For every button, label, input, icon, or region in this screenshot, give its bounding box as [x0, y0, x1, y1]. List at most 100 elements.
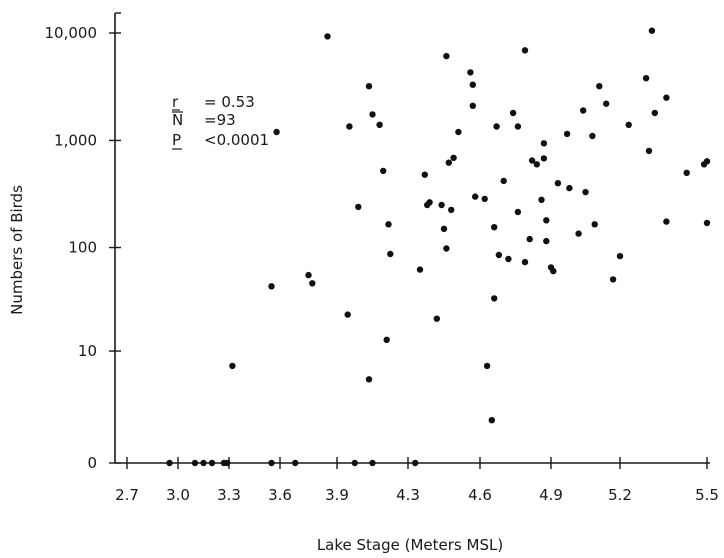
data-point: [596, 83, 603, 90]
data-point: [540, 140, 548, 147]
data-point: [625, 121, 632, 128]
data-point: [543, 237, 550, 245]
x-tick-label: 3.0: [166, 486, 190, 504]
data-point: [268, 459, 275, 467]
data-point: [412, 459, 419, 467]
data-point: [305, 271, 312, 279]
data-point: [369, 459, 376, 467]
data-point: [421, 171, 428, 178]
data-point: [683, 169, 690, 176]
data-point: [268, 283, 275, 290]
data-point: [224, 459, 231, 467]
data-points: [166, 27, 711, 467]
data-point: [344, 311, 351, 318]
data-point: [166, 459, 173, 467]
data-point: [491, 224, 498, 231]
stat-value: = 0.53: [204, 93, 255, 111]
x-tick-label: 3.6: [268, 486, 292, 504]
data-point: [591, 221, 598, 228]
data-point: [514, 208, 522, 216]
data-point: [616, 252, 624, 260]
stat-symbol: P: [172, 131, 181, 149]
x-tick-label: 4.9: [539, 486, 563, 504]
data-point: [369, 111, 376, 118]
data-point: [481, 195, 488, 203]
data-point: [309, 280, 316, 287]
data-point: [483, 362, 491, 370]
data-point: [292, 459, 299, 467]
x-tick-label: 4.6: [468, 486, 492, 504]
data-point: [703, 219, 711, 227]
data-point: [509, 109, 517, 117]
data-point: [528, 157, 536, 164]
data-point: [467, 69, 474, 76]
data-point: [200, 459, 207, 467]
data-point: [538, 196, 545, 203]
data-point: [443, 245, 450, 252]
data-point: [645, 147, 653, 155]
data-point: [443, 52, 450, 60]
data-point: [514, 123, 522, 130]
x-tick-label: 5.5: [695, 486, 719, 504]
data-point: [500, 177, 507, 185]
x-tick-label: 5.2: [608, 486, 632, 504]
data-point: [208, 459, 216, 467]
data-point: [651, 109, 658, 117]
x-tick-label: 4.3: [396, 486, 420, 504]
data-point: [433, 315, 440, 322]
data-point: [540, 155, 548, 162]
y-tick-label: 10,000: [45, 24, 98, 42]
x-axis-ticks: 2.7 3.0 3.3 3.6 3.9 4.3 4.6 4.9 5.2 5.5: [115, 457, 719, 504]
x-tick-label: 2.7: [115, 486, 139, 504]
data-point: [472, 193, 479, 200]
data-point: [589, 132, 596, 140]
y-tick-label: 0: [87, 454, 97, 472]
y-tick-label: 100: [68, 239, 97, 257]
data-point: [505, 255, 512, 263]
stat-value: =93: [204, 111, 236, 129]
x-axis-title: Lake Stage (Meters MSL): [317, 536, 503, 554]
data-point: [488, 417, 495, 424]
data-point: [526, 235, 533, 243]
data-point: [493, 123, 500, 130]
data-point: [229, 362, 236, 370]
data-point: [380, 167, 387, 175]
data-point: [351, 459, 358, 467]
data-point: [365, 376, 373, 383]
data-point: [566, 184, 573, 192]
data-point: [575, 230, 582, 237]
data-point: [383, 336, 390, 343]
data-point: [365, 83, 373, 90]
data-point: [521, 258, 529, 266]
data-point: [603, 100, 610, 107]
data-point: [663, 218, 670, 225]
data-point: [438, 201, 445, 209]
stat-symbol: N: [172, 111, 183, 129]
stat-symbol: r: [172, 93, 179, 111]
data-point: [385, 221, 392, 228]
data-point: [543, 217, 550, 224]
y-axis-title: Numbers of Birds: [8, 185, 26, 315]
data-point: [648, 27, 656, 34]
data-point: [355, 203, 362, 211]
data-point: [580, 107, 587, 114]
data-point: [324, 33, 331, 40]
data-point: [440, 225, 448, 232]
axes: [114, 13, 710, 464]
data-point: [469, 102, 476, 110]
data-point: [554, 180, 562, 187]
data-point: [550, 267, 557, 275]
data-point: [703, 158, 711, 165]
data-point: [491, 295, 498, 302]
data-point: [609, 276, 617, 283]
data-point: [416, 266, 424, 273]
y-tick-label: 1,000: [54, 131, 97, 149]
data-point: [533, 161, 540, 168]
x-tick-label: 3.9: [325, 486, 349, 504]
data-point: [582, 188, 589, 196]
data-point: [663, 94, 670, 101]
data-point: [387, 250, 394, 258]
y-tick-label: 10: [78, 342, 97, 360]
data-point: [448, 206, 455, 214]
